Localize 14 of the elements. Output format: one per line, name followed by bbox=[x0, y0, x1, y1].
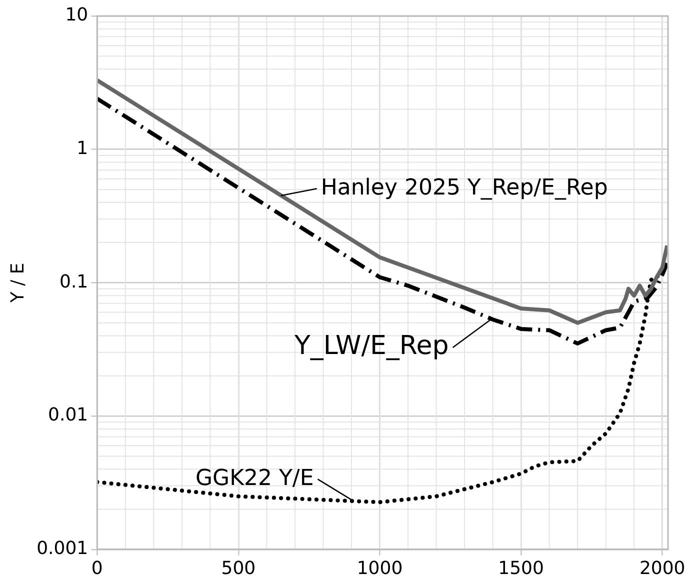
x-tick-label: 2000 bbox=[639, 558, 686, 579]
x-tick-label: 1500 bbox=[498, 558, 544, 579]
y-tick-label: 0.01 bbox=[48, 404, 88, 426]
y-axis-title: Y / E bbox=[7, 262, 28, 304]
y-tick-label: 0.1 bbox=[59, 271, 88, 292]
annotation: GGK22 Y/E bbox=[195, 466, 314, 491]
x-tick-label: 500 bbox=[221, 558, 256, 579]
annotation: Hanley 2025 Y_Rep/E_Rep bbox=[320, 175, 608, 200]
y-tick-label: 1 bbox=[76, 138, 88, 160]
y-tick-label: 0.001 bbox=[36, 538, 88, 560]
x-tick-label: 1000 bbox=[356, 558, 403, 579]
y-tick-label: 10 bbox=[65, 4, 88, 26]
annotation: Y_LW/E_Rep bbox=[294, 331, 449, 362]
x-tick-label: 0 bbox=[91, 558, 103, 579]
